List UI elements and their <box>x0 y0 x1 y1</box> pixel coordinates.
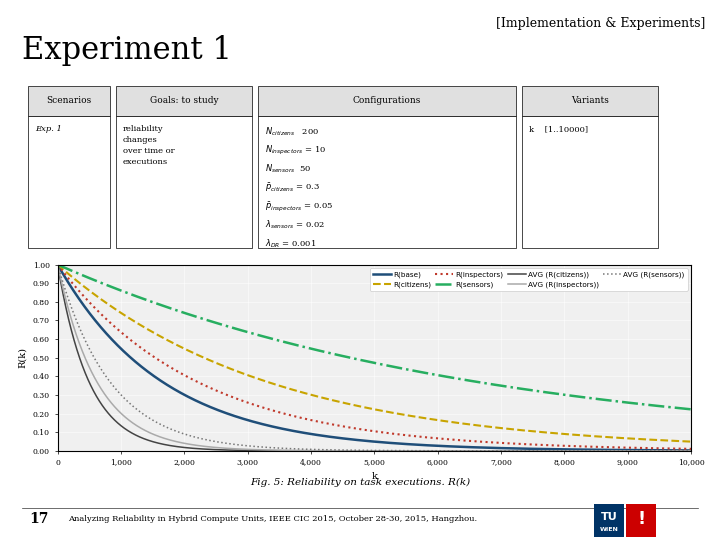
AVG (R(inspectors)) <box>207 444 216 450</box>
Text: Fig. 5: Reliability on task executions. R(k): Fig. 5: Reliability on task executions. … <box>250 478 470 487</box>
R(citizens) <box>200 355 209 361</box>
Text: WIEN: WIEN <box>600 528 618 532</box>
R(citizens) <box>207 357 216 364</box>
AVG (R(sensors)) <box>53 261 62 268</box>
R(inspectors) <box>204 384 212 390</box>
AVG (R(inspectors)) <box>682 448 690 454</box>
AVG (R(inspectors)) <box>337 448 346 454</box>
Line: AVG (R(citizens)): AVG (R(citizens)) <box>58 265 691 451</box>
Legend: R(base), R(citizens), R(inspectors), R(sensors), AVG (R(citizens)), AVG (R(inspe: R(base), R(citizens), R(inspectors), R(s… <box>369 268 688 291</box>
R(inspectors) <box>53 261 62 268</box>
Text: $\lambda_{DR}$ = 0.001: $\lambda_{DR}$ = 0.001 <box>265 237 317 249</box>
Text: Configurations: Configurations <box>353 97 421 105</box>
R(base) <box>687 447 696 454</box>
Text: Variants: Variants <box>571 97 609 105</box>
FancyBboxPatch shape <box>28 116 109 248</box>
AVG (R(sensors)) <box>337 447 346 453</box>
Line: R(base): R(base) <box>58 265 691 450</box>
R(base) <box>200 401 209 408</box>
AVG (R(inspectors)) <box>204 443 212 450</box>
AVG (R(sensors)) <box>200 436 209 443</box>
AVG (R(citizens)) <box>687 448 696 454</box>
R(citizens) <box>204 356 212 363</box>
Text: TU: TU <box>600 511 617 522</box>
Y-axis label: R(k): R(k) <box>18 347 27 368</box>
FancyBboxPatch shape <box>117 116 252 248</box>
Line: R(sensors): R(sensors) <box>58 265 691 409</box>
R(sensors) <box>204 317 212 323</box>
R(citizens) <box>292 388 301 394</box>
Text: k    [1..10000]: k [1..10000] <box>529 125 588 133</box>
R(inspectors) <box>337 423 346 429</box>
R(inspectors) <box>207 385 216 392</box>
R(sensors) <box>292 342 301 348</box>
AVG (R(citizens)) <box>337 448 346 454</box>
Text: $\bar{p}_{inspectors}$ = 0.05: $\bar{p}_{inspectors}$ = 0.05 <box>265 200 333 213</box>
FancyBboxPatch shape <box>523 86 658 116</box>
X-axis label: k: k <box>372 472 377 481</box>
AVG (R(sensors)) <box>207 437 216 444</box>
AVG (R(inspectors)) <box>292 447 301 454</box>
AVG (R(citizens)) <box>207 446 216 453</box>
R(citizens) <box>337 399 346 406</box>
R(base) <box>337 435 346 442</box>
R(sensors) <box>682 406 690 412</box>
R(base) <box>53 261 62 268</box>
Text: 17: 17 <box>29 512 48 526</box>
R(sensors) <box>53 261 62 268</box>
R(base) <box>207 404 216 411</box>
Text: Analyzing Reliability in Hybrid Compute Units, IEEE CIC 2015, October 28-30, 201: Analyzing Reliability in Hybrid Compute … <box>68 516 477 523</box>
Text: Experiment 1: Experiment 1 <box>22 35 231 66</box>
R(sensors) <box>200 316 209 322</box>
AVG (R(citizens)) <box>204 446 212 453</box>
Text: reliability
changes
over time or
executions: reliability changes over time or executi… <box>123 125 175 166</box>
R(base) <box>204 403 212 409</box>
Text: $N_{inspectors}$ = 10: $N_{inspectors}$ = 10 <box>265 144 326 157</box>
Text: Goals: to study: Goals: to study <box>150 97 218 105</box>
Text: [Implementation & Experiments]: [Implementation & Experiments] <box>496 17 706 30</box>
Text: !: ! <box>637 510 645 528</box>
Bar <box>594 504 624 537</box>
R(base) <box>292 428 301 435</box>
AVG (R(sensors)) <box>292 446 301 452</box>
R(inspectors) <box>200 382 209 389</box>
Line: R(inspectors): R(inspectors) <box>58 265 691 449</box>
Text: Scenarios: Scenarios <box>46 97 91 105</box>
R(sensors) <box>337 353 346 359</box>
Text: $N_{sensors}$  50: $N_{sensors}$ 50 <box>265 163 312 175</box>
Bar <box>626 504 656 537</box>
AVG (R(citizens)) <box>292 448 301 454</box>
Text: $\bar{p}_{citizens}$ = 0.3: $\bar{p}_{citizens}$ = 0.3 <box>265 181 320 194</box>
R(sensors) <box>687 406 696 413</box>
FancyBboxPatch shape <box>117 86 252 116</box>
Line: AVG (R(inspectors)): AVG (R(inspectors)) <box>58 265 691 451</box>
R(citizens) <box>682 438 690 444</box>
R(citizens) <box>53 261 62 268</box>
R(inspectors) <box>682 446 690 452</box>
R(inspectors) <box>687 446 696 452</box>
R(base) <box>682 447 690 454</box>
AVG (R(sensors)) <box>204 437 212 443</box>
Text: Exp. 1: Exp. 1 <box>35 125 62 133</box>
FancyBboxPatch shape <box>258 116 516 248</box>
AVG (R(citizens)) <box>53 262 62 268</box>
AVG (R(sensors)) <box>682 448 690 454</box>
AVG (R(sensors)) <box>687 448 696 454</box>
Text: $\lambda_{sensors}$ = 0.02: $\lambda_{sensors}$ = 0.02 <box>265 218 325 231</box>
FancyBboxPatch shape <box>258 86 516 116</box>
Line: R(citizens): R(citizens) <box>58 265 691 442</box>
AVG (R(citizens)) <box>200 446 209 453</box>
R(sensors) <box>207 318 216 325</box>
FancyBboxPatch shape <box>28 86 109 116</box>
FancyBboxPatch shape <box>523 116 658 248</box>
AVG (R(citizens)) <box>682 448 690 454</box>
AVG (R(inspectors)) <box>687 448 696 454</box>
R(inspectors) <box>292 414 301 420</box>
R(citizens) <box>687 438 696 445</box>
AVG (R(inspectors)) <box>200 443 209 450</box>
AVG (R(inspectors)) <box>53 262 62 268</box>
Line: AVG (R(sensors)): AVG (R(sensors)) <box>58 265 691 451</box>
Text: $N_{citizens}$   200: $N_{citizens}$ 200 <box>265 125 320 138</box>
